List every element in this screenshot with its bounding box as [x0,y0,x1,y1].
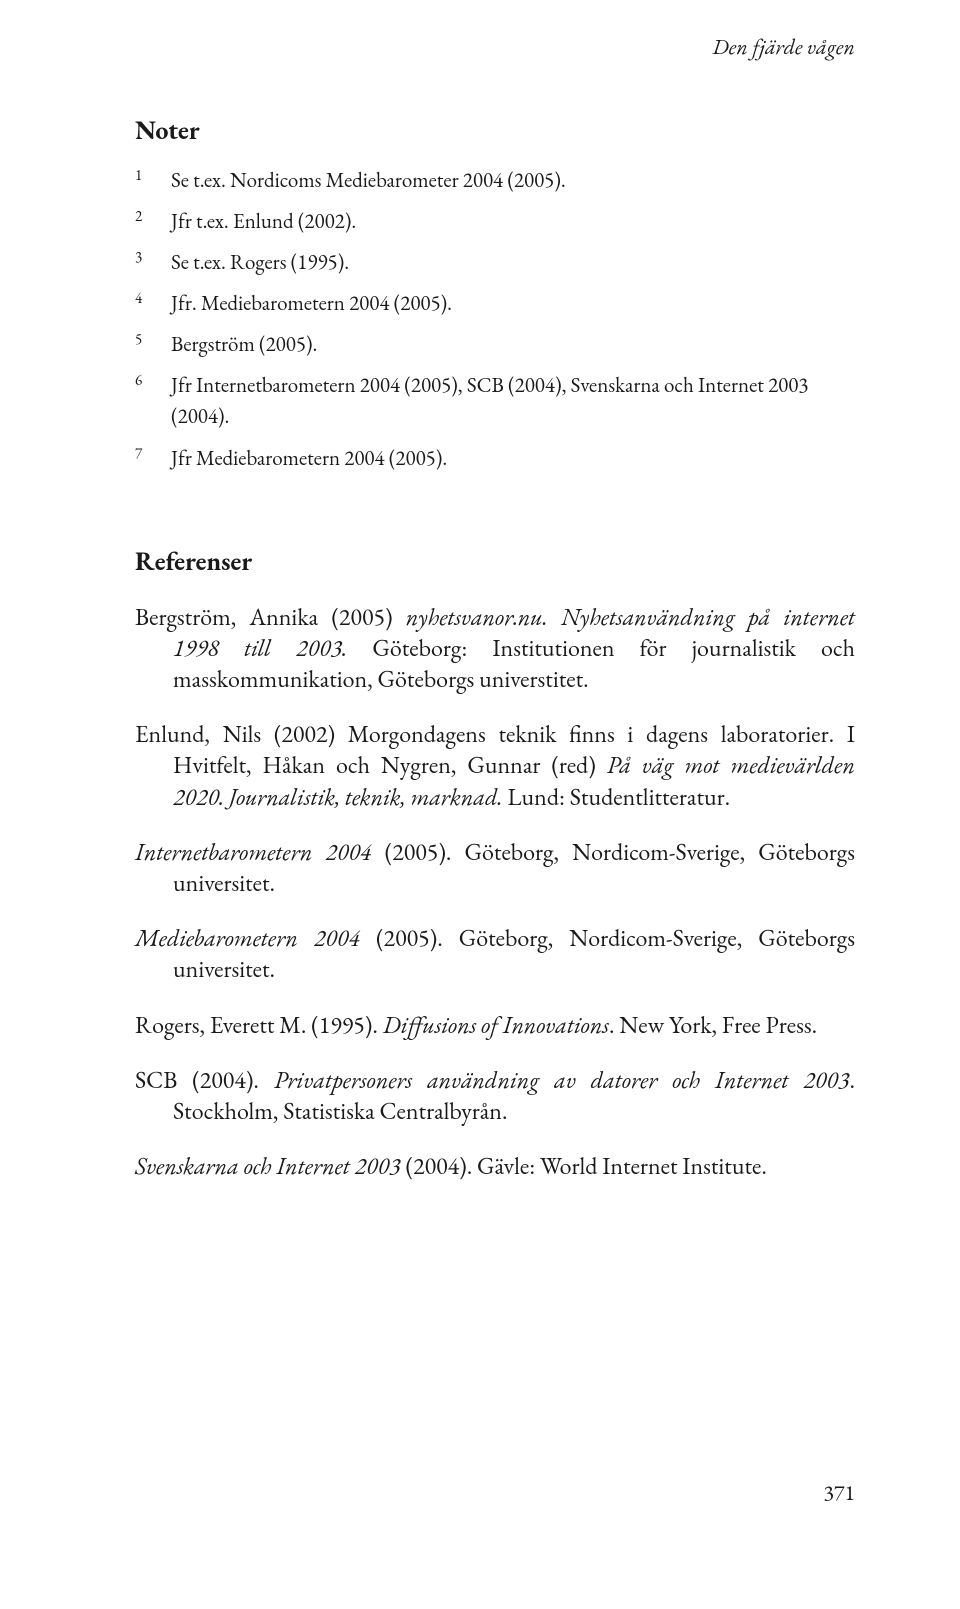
note-row: 5 Bergström (2005). [135,329,855,360]
page: Den fjärde vågen Noter 1 Se t.ex. Nordic… [0,0,960,1609]
running-head: Den fjärde vågen [135,32,855,61]
note-number: 4 [135,288,171,306]
note-row: 4 Jfr. Mediebarometern 2004 (2005). [135,288,855,319]
note-number: 1 [135,165,171,183]
note-number: 6 [135,370,171,388]
reference-entry: Svenskarna och Internet 2003 (2004). Gäv… [135,1151,855,1182]
note-text: Jfr Mediebarometern 2004 (2005). [171,443,855,474]
references-list: Bergström, Annika (2005) nyhetsvanor.nu.… [135,602,855,1183]
note-text: Jfr. Mediebarometern 2004 (2005). [171,288,855,319]
note-text: Bergström (2005). [171,329,855,360]
note-row: 3 Se t.ex. Rogers (1995). [135,247,855,278]
reference-entry: Rogers, Everett M. (1995). Diffusions of… [135,1010,855,1041]
notes-heading: Noter [135,113,855,147]
reference-entry: Internetbarometern 2004 (2005). Göteborg… [135,837,855,899]
note-number: 5 [135,329,171,347]
note-row: 1 Se t.ex. Nordicoms Mediebarometer 2004… [135,165,855,196]
note-text: Se t.ex. Nordicoms Mediebarometer 2004 (… [171,165,855,196]
note-number: 3 [135,247,171,265]
reference-entry: Bergström, Annika (2005) nyhetsvanor.nu.… [135,602,855,696]
note-text: Jfr t.ex. Enlund (2002). [171,206,855,237]
note-row: 7 Jfr Mediebarometern 2004 (2005). [135,443,855,474]
note-text: Se t.ex. Rogers (1995). [171,247,855,278]
reference-entry: Mediebarometern 2004 (2005). Göteborg, N… [135,923,855,985]
note-text: Jfr Internetbarometern 2004 (2005), SCB … [171,370,855,432]
reference-entry: Enlund, Nils (2002) Morgondagens teknik … [135,719,855,813]
note-number: 2 [135,206,171,224]
reference-entry: SCB (2004). Privatpersoners användning a… [135,1065,855,1127]
note-row: 2 Jfr t.ex. Enlund (2002). [135,206,855,237]
references-heading: Referenser [135,544,855,578]
notes-list: 1 Se t.ex. Nordicoms Mediebarometer 2004… [135,165,855,474]
note-row: 6 Jfr Internetbarometern 2004 (2005), SC… [135,370,855,432]
note-number: 7 [135,443,171,461]
page-number: 371 [823,1478,855,1507]
